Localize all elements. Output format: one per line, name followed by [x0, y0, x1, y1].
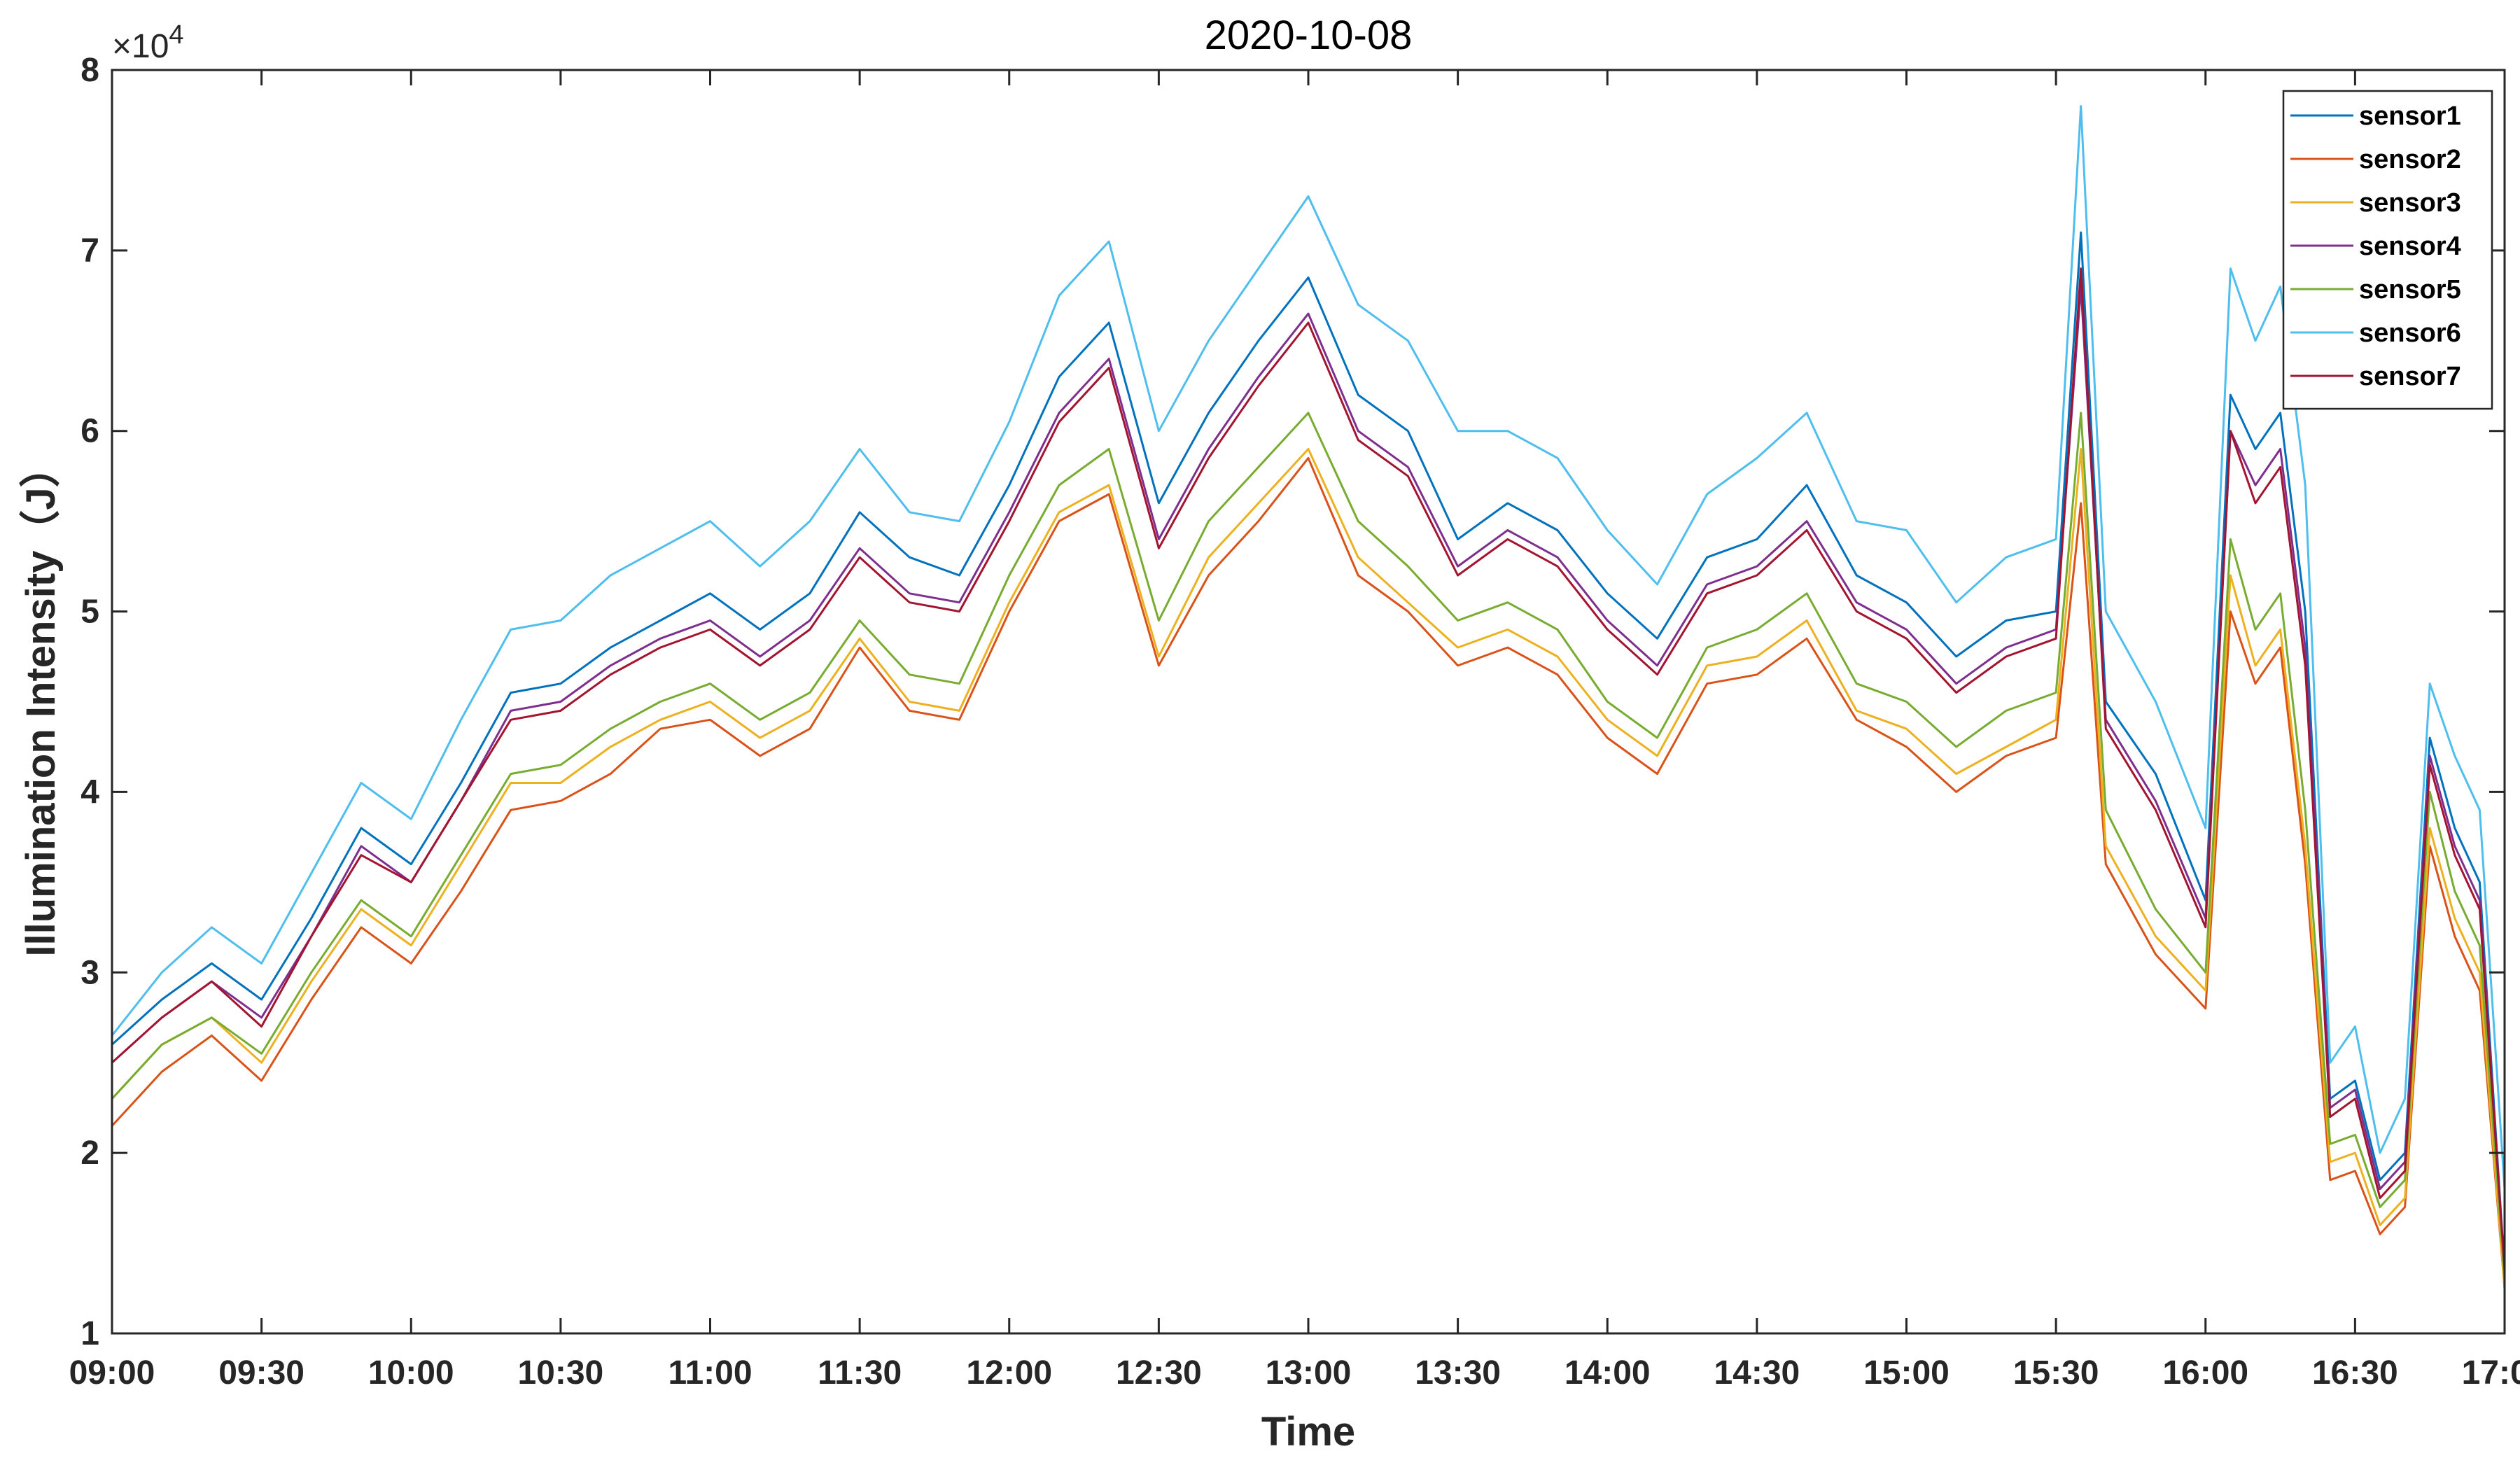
- x-tick-label: 09:30: [218, 1354, 304, 1392]
- x-tick-label: 11:30: [818, 1354, 902, 1392]
- y-tick-label: 6: [80, 413, 99, 450]
- y-tick-label: 5: [80, 594, 99, 631]
- y-tick-label: 4: [80, 773, 99, 811]
- y-tick-label: 7: [80, 232, 99, 269]
- y-axis-multiplier-base: ×10: [112, 28, 169, 65]
- series-line-sensor7: [111, 267, 2506, 1270]
- y-tick-label: 8: [80, 52, 99, 89]
- chart-title: 2020-10-08: [1205, 13, 1413, 58]
- series-line-sensor5: [111, 412, 2506, 1280]
- x-tick-label: 15:00: [1863, 1354, 1949, 1392]
- legend-box: [2282, 90, 2493, 410]
- x-tick-label: 13:00: [1266, 1354, 1352, 1392]
- x-axis-title: Time: [1261, 1409, 1355, 1455]
- legend-label-sensor1: sensor1: [2359, 101, 2461, 131]
- x-tick-label: 12:30: [1116, 1354, 1202, 1392]
- x-tick-label: 16:00: [2162, 1354, 2248, 1392]
- x-tick-label: 14:30: [1714, 1354, 1800, 1392]
- x-tick-label: 14:00: [1564, 1354, 1651, 1392]
- x-tick-label: 10:00: [368, 1354, 454, 1392]
- legend-label-sensor5: sensor5: [2359, 275, 2461, 304]
- x-tick-label: 11:00: [668, 1354, 752, 1392]
- series-line-sensor3: [111, 448, 2506, 1289]
- series-layer: [111, 105, 2506, 1289]
- y-tick-label: 1: [80, 1315, 99, 1352]
- x-tick-label: 12:00: [966, 1354, 1052, 1392]
- y-axis-title: Illumination Intensity（J）: [18, 447, 64, 956]
- legend-label-sensor3: sensor3: [2359, 188, 2461, 218]
- ticks-layer: 09:00 09:30 10:00 10:30 11:00 11:30 12:00 12:30…: [69, 52, 2520, 1392]
- series-line-sensor4: [111, 285, 2506, 1270]
- legend-label-sensor6: sensor6: [2359, 318, 2461, 348]
- y-axis-multiplier-exponent: 4: [169, 20, 183, 50]
- x-tick-label: 17:00: [2462, 1354, 2520, 1392]
- x-tick-label: 16:30: [2312, 1354, 2398, 1392]
- series-line-sensor6: [111, 105, 2506, 1189]
- series-line-sensor2: [111, 456, 2506, 1289]
- y-axis-multiplier: ×104: [112, 20, 184, 65]
- y-tick-label: 3: [80, 954, 99, 991]
- series-line-sensor1: [111, 231, 2506, 1270]
- x-tick-label: 09:00: [69, 1354, 155, 1392]
- x-tick-label: 10:30: [517, 1354, 603, 1392]
- legend-label-sensor4: sensor4: [2359, 232, 2461, 261]
- x-tick-label: 13:30: [1415, 1354, 1501, 1392]
- legend: sensor1 sensor2 sensor3 sensor4 sensor5 senso…: [2282, 90, 2493, 410]
- y-tick-label: 2: [80, 1135, 99, 1172]
- legend-label-sensor7: sensor7: [2359, 362, 2461, 391]
- x-tick-label: 15:30: [2013, 1354, 2099, 1392]
- legend-label-sensor2: sensor2: [2359, 145, 2461, 174]
